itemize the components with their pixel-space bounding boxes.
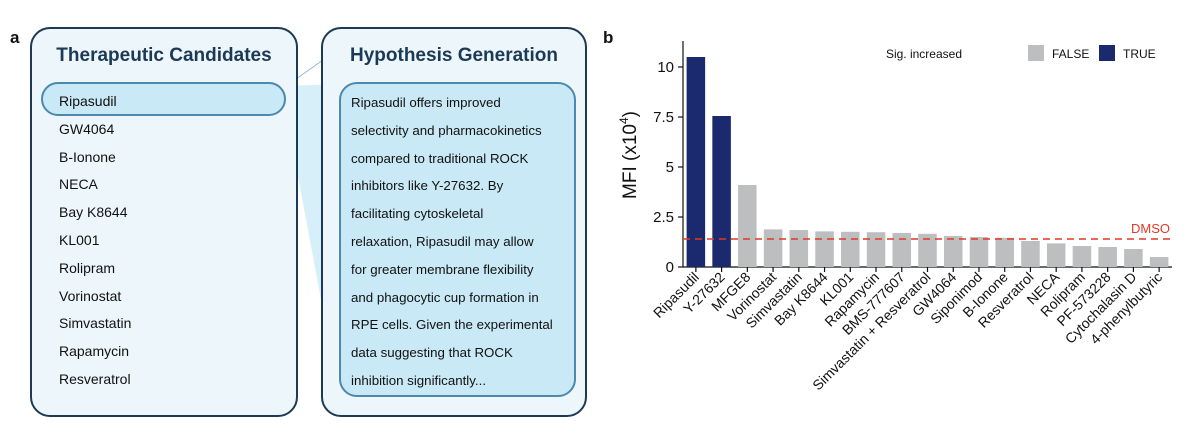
y-tick-label: 10 (657, 59, 674, 76)
dmso-label: DMSO (1131, 221, 1170, 236)
candidate-item: B-Ionone (59, 148, 116, 165)
candidate-item: KL001 (59, 231, 100, 248)
y-tick-label: 7.5 (653, 109, 674, 126)
candidate-item: GW4064 (59, 120, 115, 137)
bar-2 (738, 185, 757, 267)
legend-swatch-true (1099, 45, 1115, 61)
y-tick-label: 2.5 (653, 209, 674, 226)
selected-candidate-highlight (41, 82, 286, 116)
bar-18 (1149, 257, 1169, 267)
legend-swatch-false (1028, 45, 1044, 61)
bar-5 (815, 231, 834, 267)
bar-4 (789, 230, 809, 267)
y-axis-label-close: ) (620, 111, 641, 117)
hypothesis-text: Ripasudil offers improved selectivity and… (351, 89, 573, 395)
bar-10 (943, 236, 963, 267)
hypothesis-line: selectivity and pharmacokinetics (351, 122, 542, 138)
bar-14 (1046, 243, 1066, 267)
hypothesis-text-box (339, 82, 576, 397)
candidate-item: Bay K8644 (59, 204, 128, 221)
candidate-item: NECA (59, 176, 98, 193)
hypothesis-line: RPE cells. Given the experimental (351, 317, 553, 333)
bar-13 (1021, 241, 1040, 267)
hypothesis-line: data suggesting that ROCK (351, 345, 513, 361)
candidate-item: Resveratrol (59, 370, 131, 387)
bar-7 (866, 232, 886, 267)
candidate-list: Ripasudil GW4064 B-Ionone NECA Bay K8644 KL00… (59, 88, 131, 394)
y-axis-label: MFI (x104) (617, 111, 641, 199)
candidate-item: Rapamycin (59, 343, 130, 360)
bar-8 (892, 233, 912, 267)
hypothesis-line: and phagocytic cup formation in (351, 289, 539, 305)
hypothesis-line: inhibitors like Y-27632. By (351, 178, 504, 194)
legend-label-true: TRUE (1123, 47, 1156, 61)
panel-label-b: b (603, 28, 614, 47)
bar-1 (712, 116, 731, 267)
bar-15 (1072, 246, 1092, 267)
hypothesis-line: facilitating cytoskeletal (351, 206, 484, 222)
y-tick-label: 5 (666, 159, 674, 176)
hypothesis-line: for greater membrane flexibility (351, 261, 534, 277)
bar-11 (969, 237, 989, 267)
y-axis-label-exponent: 4 (617, 117, 631, 124)
candidate-item: Vorinostat (59, 287, 122, 304)
y-tick-label: 0 (666, 259, 674, 276)
candidate-item: Rolipram (59, 259, 116, 276)
bar-3 (763, 229, 783, 267)
candidates-title: Therapeutic Candidates (56, 45, 272, 66)
legend-label-false: FALSE (1052, 47, 1089, 61)
bar-9 (918, 233, 937, 267)
candidate-item-selected: Ripasudil (59, 93, 117, 109)
panel-label-a: a (10, 28, 20, 47)
hypothesis-line: compared to traditional ROCK (351, 150, 529, 166)
bar-17 (1124, 249, 1143, 267)
bar-12 (995, 237, 1014, 267)
hypothesis-line: Ripasudil offers improved (351, 95, 501, 110)
hypothesis-line: relaxation, Ripasudil may allow (351, 233, 534, 249)
candidate-item: Simvastatin (59, 315, 132, 332)
legend-title: Sig. increased (886, 47, 962, 61)
bar-16 (1098, 247, 1117, 267)
hypothesis-line: inhibition significantly... (351, 372, 487, 388)
hypothesis-title: Hypothesis Generation (350, 45, 558, 66)
y-axis-label-main: MFI (x10 (620, 124, 641, 199)
bar-0 (686, 57, 706, 267)
bar-6 (841, 231, 860, 267)
